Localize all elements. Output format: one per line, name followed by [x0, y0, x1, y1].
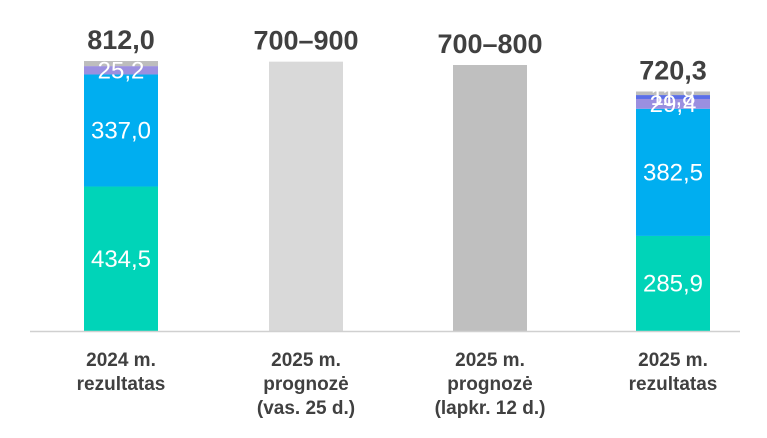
data-label: 337,0: [91, 118, 151, 145]
bar-segment: [84, 66, 158, 75]
category-label: 2025 m.: [638, 350, 708, 371]
forecast-bar: [453, 65, 527, 331]
bar-segment: [84, 186, 158, 331]
category-label: rezultatas: [77, 374, 166, 395]
category-label: prognozė: [447, 374, 533, 395]
data-label: 382,5: [643, 159, 703, 186]
data-label: 29,4: [650, 91, 697, 118]
bar-segment: [636, 91, 710, 96]
category-label: (lapkr. 12 d.): [435, 398, 546, 419]
total-label: 812,0: [87, 25, 155, 55]
category-label: rezultatas: [629, 374, 718, 395]
category-label: 2025 m.: [455, 350, 525, 371]
bar-segment: [636, 95, 710, 99]
bar-segment: [84, 61, 158, 67]
total-label: 720,3: [639, 56, 707, 86]
data-label: 285,9: [643, 270, 703, 297]
bar-segment: [84, 74, 158, 187]
bar-segment: [636, 235, 710, 331]
category-label: prognozė: [263, 374, 349, 395]
category-label: 2025 m.: [271, 350, 341, 371]
category-label: 2024 m.: [86, 350, 156, 371]
category-label: (vas. 25 d.): [257, 398, 355, 419]
total-label: 700–800: [437, 29, 542, 59]
forecast-bar: [269, 61, 343, 332]
bar-segment: [636, 98, 710, 109]
data-label: 25,2: [98, 57, 145, 84]
bar-segment: [636, 108, 710, 236]
total-label: 700–900: [253, 26, 358, 56]
data-label: 11,8: [651, 84, 696, 111]
data-label: 434,5: [91, 246, 151, 273]
